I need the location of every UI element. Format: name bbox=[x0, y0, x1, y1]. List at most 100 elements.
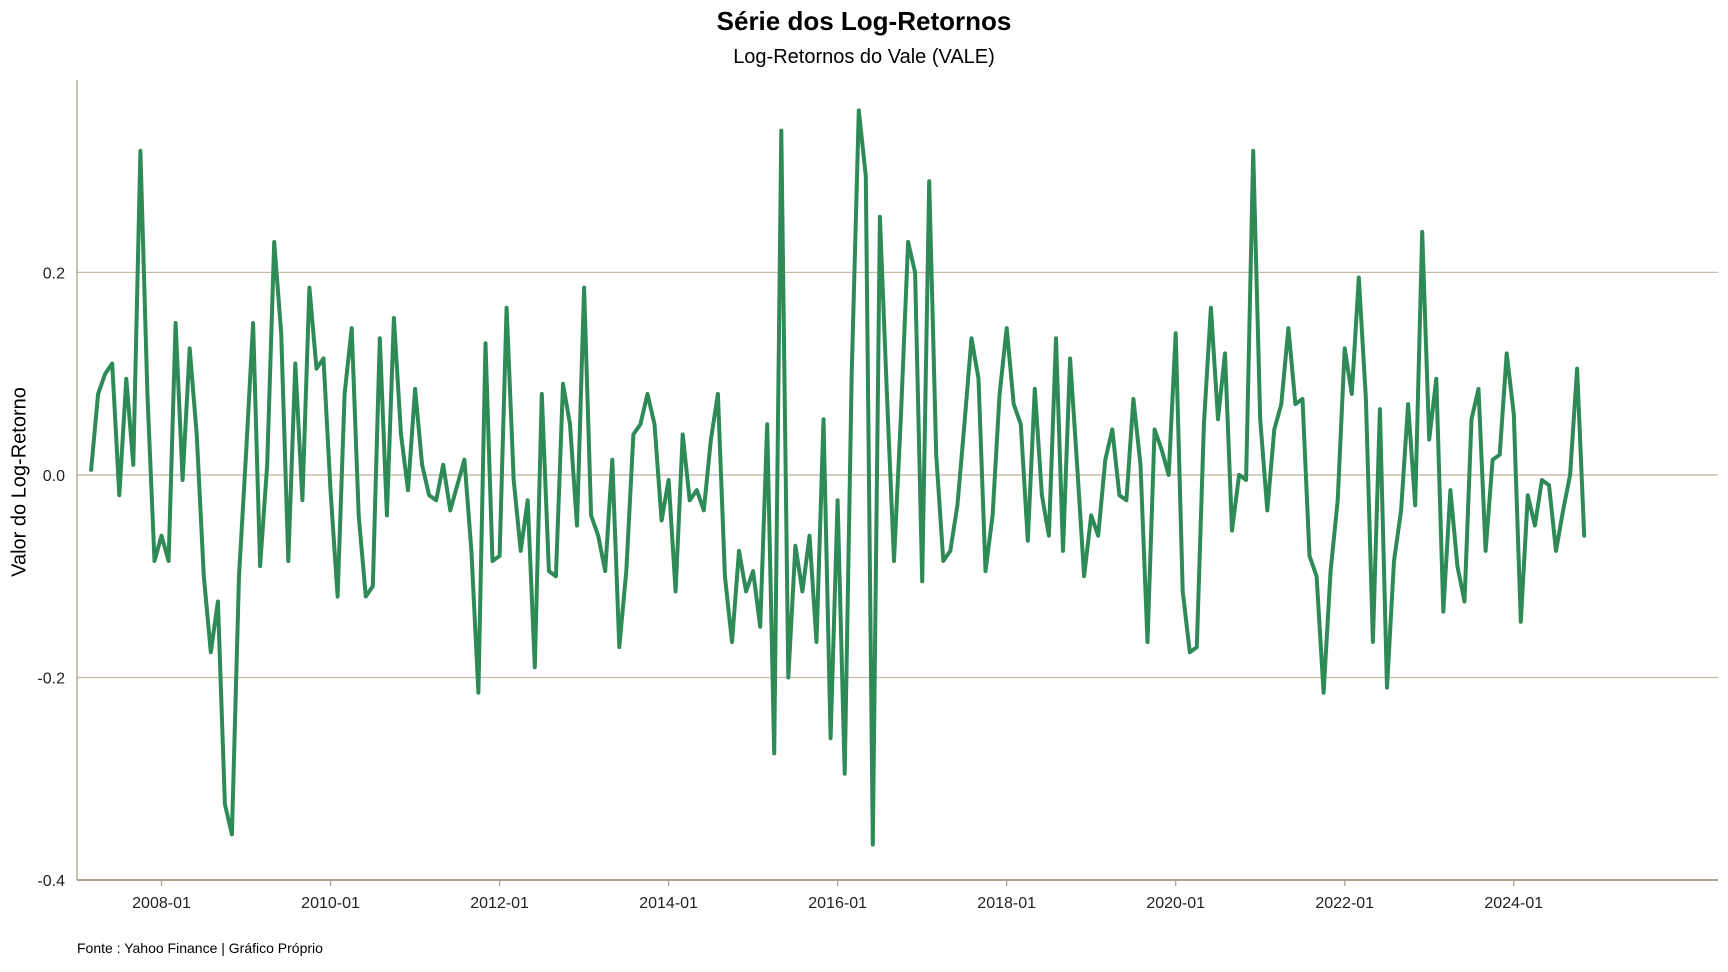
data-point bbox=[1358, 276, 1360, 279]
data-point bbox=[534, 666, 536, 668]
data-point bbox=[365, 595, 367, 598]
data-point bbox=[1492, 459, 1494, 461]
data-point bbox=[569, 423, 571, 425]
data-point bbox=[1224, 352, 1226, 355]
y-tick-label: -0.2 bbox=[37, 670, 65, 687]
data-point bbox=[801, 590, 804, 592]
data-point bbox=[1562, 509, 1564, 511]
data-point bbox=[872, 843, 874, 846]
data-point bbox=[1541, 479, 1543, 481]
x-tick-label: 2010-01 bbox=[301, 895, 360, 912]
data-point bbox=[1287, 327, 1289, 329]
data-point bbox=[1301, 398, 1304, 400]
data-point bbox=[724, 575, 726, 577]
data-point bbox=[1048, 535, 1050, 537]
data-point bbox=[167, 560, 170, 562]
data-point bbox=[844, 773, 846, 775]
data-point bbox=[752, 570, 754, 572]
data-point bbox=[1132, 398, 1135, 400]
x-tick-label: 2016-01 bbox=[808, 895, 867, 912]
data-point bbox=[182, 479, 184, 481]
data-point bbox=[308, 286, 311, 289]
data-point bbox=[456, 484, 458, 486]
data-point bbox=[1520, 621, 1522, 623]
data-point bbox=[1034, 388, 1036, 390]
data-point bbox=[541, 393, 543, 395]
data-point bbox=[160, 535, 163, 537]
data-point bbox=[393, 317, 395, 319]
data-point bbox=[224, 803, 226, 805]
data-point bbox=[1076, 464, 1078, 466]
data-point bbox=[639, 423, 642, 425]
data-point bbox=[1168, 474, 1170, 476]
data-point bbox=[428, 494, 430, 496]
x-tick-label: 2008-01 bbox=[132, 895, 191, 912]
data-point bbox=[829, 737, 832, 739]
data-point bbox=[280, 332, 282, 334]
data-point bbox=[527, 499, 529, 501]
data-point bbox=[1259, 418, 1261, 420]
data-point bbox=[322, 357, 325, 360]
data-point bbox=[294, 362, 296, 365]
data-point bbox=[1569, 474, 1571, 476]
data-point bbox=[1217, 418, 1219, 420]
chart-source-caption: Fonte : Yahoo Finance | Gráfico Próprio bbox=[77, 940, 323, 956]
data-point bbox=[1252, 150, 1254, 152]
data-point bbox=[1006, 327, 1008, 329]
data-point bbox=[153, 560, 156, 562]
data-point bbox=[618, 646, 620, 648]
data-point bbox=[1210, 307, 1212, 309]
log-return-series-line bbox=[89, 108, 1587, 847]
data-point bbox=[97, 393, 99, 395]
data-point bbox=[1083, 575, 1085, 577]
data-point bbox=[548, 570, 550, 572]
data-point bbox=[1308, 555, 1311, 557]
data-point bbox=[851, 373, 853, 375]
data-point bbox=[1161, 449, 1163, 451]
chart-subtitle: Log-Retornos do Vale (VALE) bbox=[733, 46, 995, 68]
data-point bbox=[921, 580, 923, 582]
data-point bbox=[766, 423, 768, 425]
data-point bbox=[675, 590, 677, 592]
data-point bbox=[1330, 570, 1332, 572]
data-point bbox=[710, 438, 712, 441]
data-point bbox=[738, 550, 740, 552]
data-point bbox=[1111, 428, 1113, 430]
x-tick-label: 2012-01 bbox=[470, 895, 529, 912]
data-point bbox=[1139, 464, 1142, 466]
data-point bbox=[1463, 600, 1466, 603]
data-point bbox=[562, 383, 564, 385]
data-point bbox=[1273, 428, 1275, 430]
data-point bbox=[1153, 428, 1156, 430]
data-point bbox=[1407, 403, 1409, 405]
y-tick-label: 0.0 bbox=[43, 468, 65, 485]
data-point bbox=[344, 393, 346, 395]
data-point bbox=[111, 362, 113, 365]
data-point bbox=[125, 378, 127, 380]
data-point bbox=[1203, 423, 1205, 425]
data-point bbox=[513, 479, 515, 481]
data-point bbox=[442, 464, 444, 466]
data-point bbox=[252, 322, 254, 324]
data-point bbox=[717, 393, 719, 395]
data-point bbox=[1196, 646, 1198, 648]
data-point bbox=[660, 519, 663, 522]
data-point bbox=[815, 641, 818, 643]
data-point bbox=[999, 393, 1001, 395]
data-point bbox=[520, 550, 522, 552]
x-tick-label: 2020-01 bbox=[1146, 895, 1205, 912]
data-point bbox=[1477, 388, 1480, 390]
data-point bbox=[1484, 550, 1487, 552]
data-point bbox=[907, 241, 909, 243]
data-point bbox=[703, 509, 705, 511]
x-tick-label: 2024-01 bbox=[1484, 895, 1543, 912]
data-point bbox=[1456, 565, 1459, 567]
data-point bbox=[421, 464, 423, 466]
data-point bbox=[1041, 494, 1043, 496]
data-point bbox=[146, 393, 149, 395]
data-point bbox=[245, 454, 247, 456]
data-point bbox=[759, 626, 761, 628]
data-point bbox=[175, 322, 177, 324]
data-point bbox=[822, 418, 825, 420]
data-point bbox=[879, 216, 881, 218]
